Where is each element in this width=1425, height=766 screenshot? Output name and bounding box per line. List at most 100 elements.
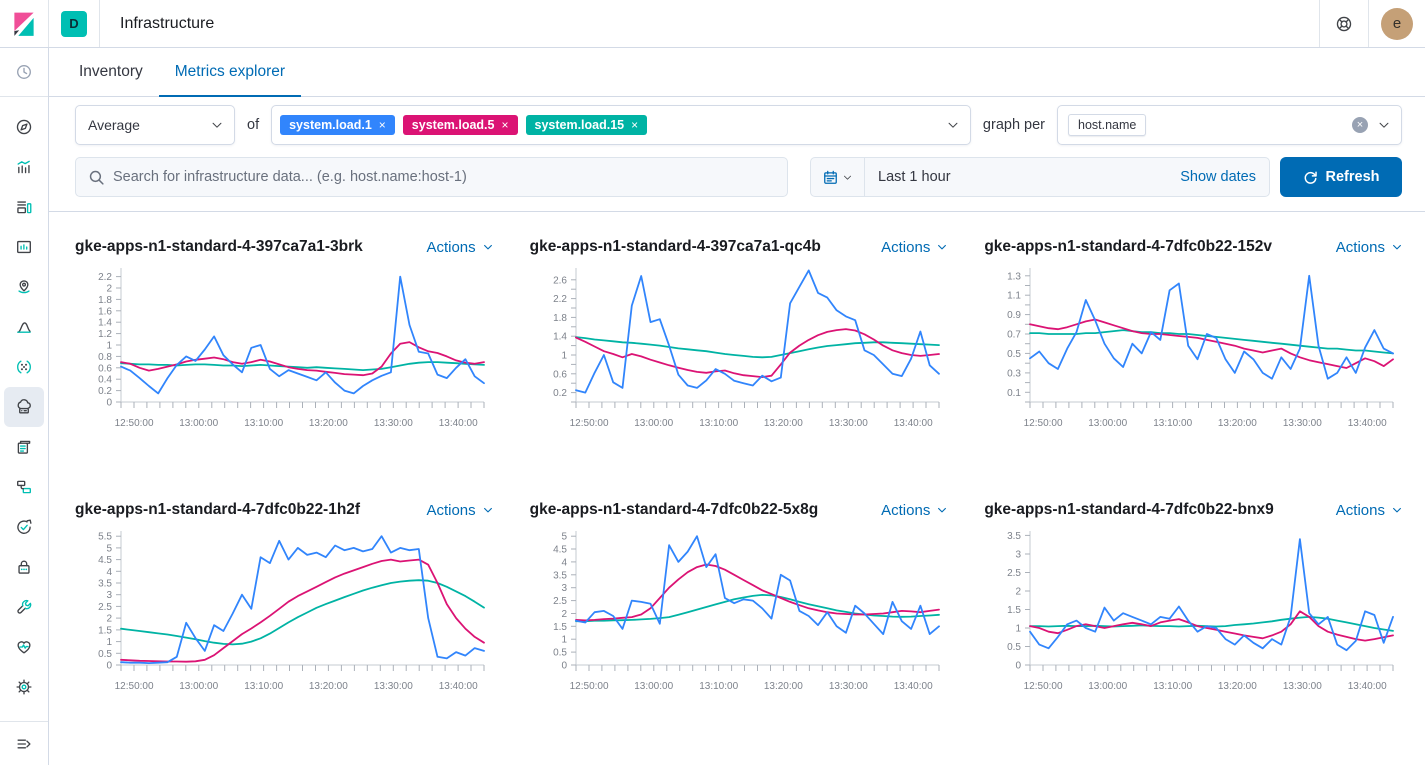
remove-metric-icon[interactable]: × [501,118,509,132]
svg-text:13:30:00: 13:30:00 [828,681,867,692]
chevron-down-icon [1393,244,1401,250]
svg-text:13:10:00: 13:10:00 [699,418,738,429]
metrics-line-chart[interactable]: 0.2 0.6 1 1.4 1.8 2.2 2.6 12:50:00 13:00:00 13:10… [530,260,951,445]
sidebar-item-uptime[interactable] [4,507,44,547]
sidebar-item-canvas[interactable] [4,227,44,267]
help-menu-button[interactable] [1319,0,1369,47]
svg-text:1: 1 [106,637,112,648]
chart-actions-button[interactable]: Actions [873,239,948,256]
sidebar-item-recent[interactable] [4,52,44,92]
svg-text:1: 1 [106,341,112,352]
svg-text:0.6: 0.6 [553,369,567,380]
group-by-combobox[interactable]: host.name × [1057,105,1402,145]
svg-text:2.6: 2.6 [553,275,567,286]
svg-text:1.1: 1.1 [1007,291,1021,302]
remove-metric-icon[interactable]: × [378,118,386,132]
chart-title: gke-apps-n1-standard-4-7dfc0b22-5x8g [529,501,819,518]
svg-text:2.5: 2.5 [553,596,567,607]
svg-text:12:50:00: 12:50:00 [1024,418,1063,429]
calendar-icon [824,170,837,184]
chevron-down-icon [938,244,947,250]
remove-metric-icon[interactable]: × [631,118,639,132]
svg-text:2.5: 2.5 [1007,568,1021,579]
svg-text:2: 2 [106,284,112,295]
svg-text:1.5: 1.5 [553,622,567,633]
chart-card: gke-apps-n1-standard-4-7dfc0b22-152v Acti… [984,238,1405,445]
chart-actions-button[interactable]: Actions [1328,239,1403,256]
sidebar-item-apm[interactable] [4,467,44,507]
metrics-line-chart[interactable]: 00.511.522.533.544.555.5 12:50:00 13:00:00… [75,523,496,708]
metrics-combobox[interactable]: system.load.1 × system.load.5 × system.load.… [271,105,971,145]
actions-label: Actions [426,501,476,519]
logs-icon [17,440,31,454]
svg-text:1: 1 [561,635,567,646]
search-bar [75,157,788,197]
chart-actions-button[interactable]: Actions [418,502,493,519]
metric-badge[interactable]: system.load.5 × [402,114,518,136]
svg-text:1: 1 [1016,624,1022,635]
sidebar-item-dashboard[interactable] [4,187,44,227]
sidebar-item-stack-monitoring[interactable] [4,627,44,667]
sidebar-item-management[interactable] [4,667,44,707]
chevron-down-icon[interactable] [1377,118,1391,132]
sidebar-item-machine-learning[interactable] [4,307,44,347]
deployment-badge[interactable]: D [61,10,87,37]
metrics-line-chart[interactable]: 0 0.5 1 1.5 2 2.5 3 3.5 12:50:00 13:00:00 13:10:00… [984,523,1405,708]
chart-card: gke-apps-n1-standard-4-397ca7a1-qc4b Acti… [530,238,951,445]
uptime-icon [17,519,32,534]
time-range-value[interactable]: Last 1 hour [878,169,951,185]
chevron-down-icon [1393,507,1401,513]
sidebar-item-collapse-menu[interactable] [4,724,44,764]
metrics-line-chart[interactable]: 0 0.5 1 1.5 2 2.5 3 3.5 44.5 5 12:50:00 13:00:00 13:… [530,523,951,708]
top-navigation-bar: D Infrastructure e [0,0,1425,48]
refresh-button[interactable]: Refresh [1280,157,1402,197]
sidebar-item-siem[interactable] [4,547,44,587]
sidebar-item-infrastructure[interactable] [4,387,44,427]
svg-text:2.2: 2.2 [98,272,112,283]
graph-icon [17,360,31,374]
chevron-down-icon[interactable] [946,118,960,132]
chart-card: gke-apps-n1-standard-4-7dfc0b22-bnx9 Acti… [984,501,1405,708]
date-picker-menu-button[interactable] [811,158,865,196]
kibana-logo[interactable] [0,0,49,47]
aggregation-select[interactable]: Average [75,105,235,145]
svg-text:3: 3 [561,583,567,594]
svg-text:1.8: 1.8 [98,295,112,306]
sidebar-item-visualize[interactable] [4,147,44,187]
actions-label: Actions [881,501,931,519]
sidebar-item-maps[interactable] [4,267,44,307]
svg-text:13:10:00: 13:10:00 [699,681,738,692]
show-dates-button[interactable]: Show dates [1180,169,1256,185]
svg-text:1.4: 1.4 [98,318,112,329]
search-input[interactable] [113,169,775,185]
sidebar-item-logs[interactable] [4,427,44,467]
chart-actions-button[interactable]: Actions [873,502,948,519]
clear-group-by-icon[interactable]: × [1352,117,1368,133]
maps-icon [18,280,30,294]
metric-badge[interactable]: system.load.1 × [280,114,395,136]
stack-monitoring-icon [17,641,31,654]
sidebar-item-graph[interactable] [4,347,44,387]
svg-text:0.3: 0.3 [1007,368,1021,379]
metric-badge-label: system.load.5 [411,117,495,132]
metric-badge[interactable]: system.load.15 × [525,114,648,136]
svg-text:2: 2 [561,609,567,620]
aggregation-value: Average [88,117,140,133]
sidebar-item-dev-tools[interactable] [4,587,44,627]
metrics-line-chart[interactable]: 0.1 0.3 0.5 0.7 0.9 1.1 1.3 12:50:00 13:00:00 13:… [984,260,1405,445]
tab-inventory[interactable]: Inventory [63,48,159,96]
tab-metrics-explorer[interactable]: Metrics explorer [158,48,302,97]
apm-icon [17,480,31,494]
svg-text:0.2: 0.2 [98,386,112,397]
svg-text:13:30:00: 13:30:00 [1283,418,1322,429]
infrastructure-icon [17,399,31,414]
svg-text:0: 0 [1016,661,1022,672]
chevron-down-icon [843,175,852,180]
svg-text:4: 4 [106,567,112,578]
user-avatar[interactable]: e [1381,7,1413,40]
metric-badge-label: system.load.1 [289,117,372,132]
chart-actions-button[interactable]: Actions [1328,502,1403,519]
metrics-line-chart[interactable]: 00.20.40.60.811.21.41.61.822.2 12:50:00 13… [75,260,496,445]
chart-actions-button[interactable]: Actions [418,239,493,256]
sidebar-item-discover[interactable] [4,107,44,147]
